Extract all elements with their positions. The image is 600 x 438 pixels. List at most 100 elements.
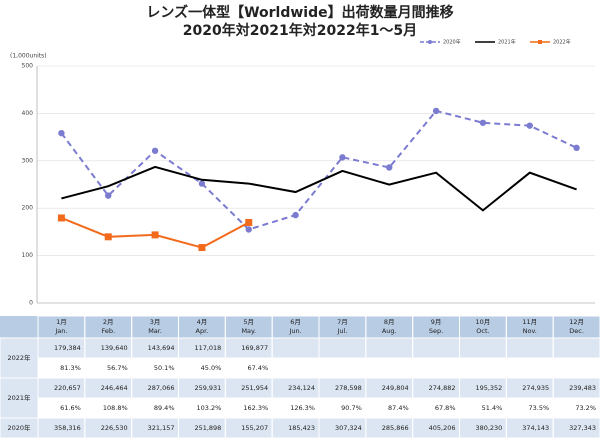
point	[479, 119, 487, 126]
header-label: 2月	[103, 318, 114, 326]
cell-value: 287,066	[148, 384, 175, 392]
row-label: 2021年	[7, 393, 31, 402]
header-label: Feb.	[101, 327, 115, 335]
cell-value: 239,483	[569, 384, 596, 392]
row-label-bg	[0, 417, 39, 438]
cell-value: 56.7%	[107, 364, 128, 372]
header-label: 8月	[384, 318, 395, 326]
point	[339, 154, 346, 161]
cell-value: 139,640	[101, 344, 128, 352]
header-label: 10月	[476, 318, 491, 326]
cell-value: 67.4%	[248, 364, 269, 372]
table-header-bg	[0, 316, 600, 338]
cell-value: 61.6%	[60, 404, 81, 412]
header-label: 6月	[290, 318, 301, 326]
cell-value: 274,882	[429, 384, 456, 392]
cell-value: 226,530	[101, 424, 128, 432]
point	[104, 233, 112, 241]
series-line	[61, 165, 577, 212]
header-label: Aug.	[382, 327, 397, 335]
cell-value: 169,877	[241, 344, 268, 352]
header-label: Jun.	[288, 327, 301, 335]
cell-value: 87.4%	[388, 404, 409, 412]
y-tick-label: 500	[22, 63, 34, 70]
cell-value: 321,157	[148, 424, 175, 432]
point	[198, 244, 206, 252]
point	[245, 226, 252, 233]
cell-value: 155,207	[241, 424, 268, 432]
cell-value: 90.7%	[341, 404, 362, 412]
header-label: 9月	[431, 318, 442, 326]
point	[386, 164, 393, 171]
row-bg	[0, 378, 600, 398]
cell-value: 103.2%	[197, 404, 222, 412]
header-label: Apr.	[196, 327, 209, 335]
point	[105, 192, 112, 199]
cell-value: 185,423	[288, 424, 315, 432]
cell-value: 179,384	[54, 344, 81, 352]
cell-value: 246,464	[101, 384, 128, 392]
row-label: 2022年	[7, 353, 31, 362]
y-tick-label: 400	[22, 110, 34, 117]
cell-value: 126.3%	[290, 404, 315, 412]
cell-value: 307,324	[335, 424, 362, 432]
point	[526, 122, 533, 129]
point	[151, 147, 159, 154]
cell-value: 108.8%	[103, 404, 128, 412]
cell-value: 374,143	[522, 424, 549, 432]
cell-value: 51.4%	[482, 404, 503, 412]
header-label: Sep.	[429, 327, 443, 335]
cell-value: 249,804	[382, 384, 409, 392]
point	[432, 107, 440, 115]
header-label: Oct.	[476, 327, 489, 335]
cell-value: 162.3%	[243, 404, 268, 412]
legend-label: 2020年	[443, 39, 461, 46]
cell-value: 45.0%	[201, 364, 222, 372]
cell-value: 380,230	[475, 424, 502, 432]
cell-value: 195,352	[475, 384, 502, 392]
cell-value: 251,954	[241, 384, 268, 392]
cell-value: 143,694	[148, 344, 175, 352]
cell-value: 73.2%	[575, 404, 596, 412]
cell-value: 234,124	[288, 384, 315, 392]
header-label: 5月	[243, 318, 254, 326]
cell-value: 274,935	[522, 384, 549, 392]
header-label: 1月	[56, 318, 67, 326]
cell-value: 50.1%	[154, 364, 175, 372]
y-tick-label: 100	[22, 252, 34, 259]
header-label: May.	[241, 327, 256, 335]
cell-value: 117,018	[194, 344, 221, 352]
row-bg	[0, 338, 600, 358]
header-label: 3月	[150, 318, 161, 326]
header-label: Jan.	[54, 327, 67, 335]
series-line	[60, 109, 578, 231]
cell-value: 251,898	[194, 424, 221, 432]
point	[57, 214, 65, 222]
point	[292, 211, 299, 219]
row-bg	[0, 358, 600, 378]
legend-label: 2021年	[498, 39, 516, 46]
cell-value: 73.5%	[529, 404, 550, 412]
y-axis-label: (1,000units)	[10, 53, 47, 60]
y-tick-label: 0	[29, 300, 33, 307]
cell-value: 405,206	[429, 424, 456, 432]
header-label: 4月	[197, 318, 208, 326]
point	[573, 144, 580, 152]
header-label: Dec.	[569, 327, 584, 335]
row-bg	[0, 398, 600, 418]
cell-value: 285,866	[382, 424, 409, 432]
legend-marker	[538, 40, 542, 44]
legend-marker	[428, 40, 432, 44]
cell-value: 259,931	[194, 384, 221, 392]
cell-value: 67.8%	[435, 404, 456, 412]
header-label: Mar.	[148, 327, 162, 335]
cell-value: 89.4%	[154, 404, 175, 412]
cell-value: 327,343	[569, 424, 596, 432]
chart-title: レンズ一体型【Worldwide】出荷数量月間推移	[146, 4, 453, 21]
point	[58, 129, 65, 137]
row-label: 2020年	[7, 423, 31, 432]
point	[245, 218, 253, 226]
header-label: Nov.	[523, 327, 537, 335]
legend-label: 2022年	[553, 39, 571, 46]
header-label: 12月	[569, 318, 584, 326]
